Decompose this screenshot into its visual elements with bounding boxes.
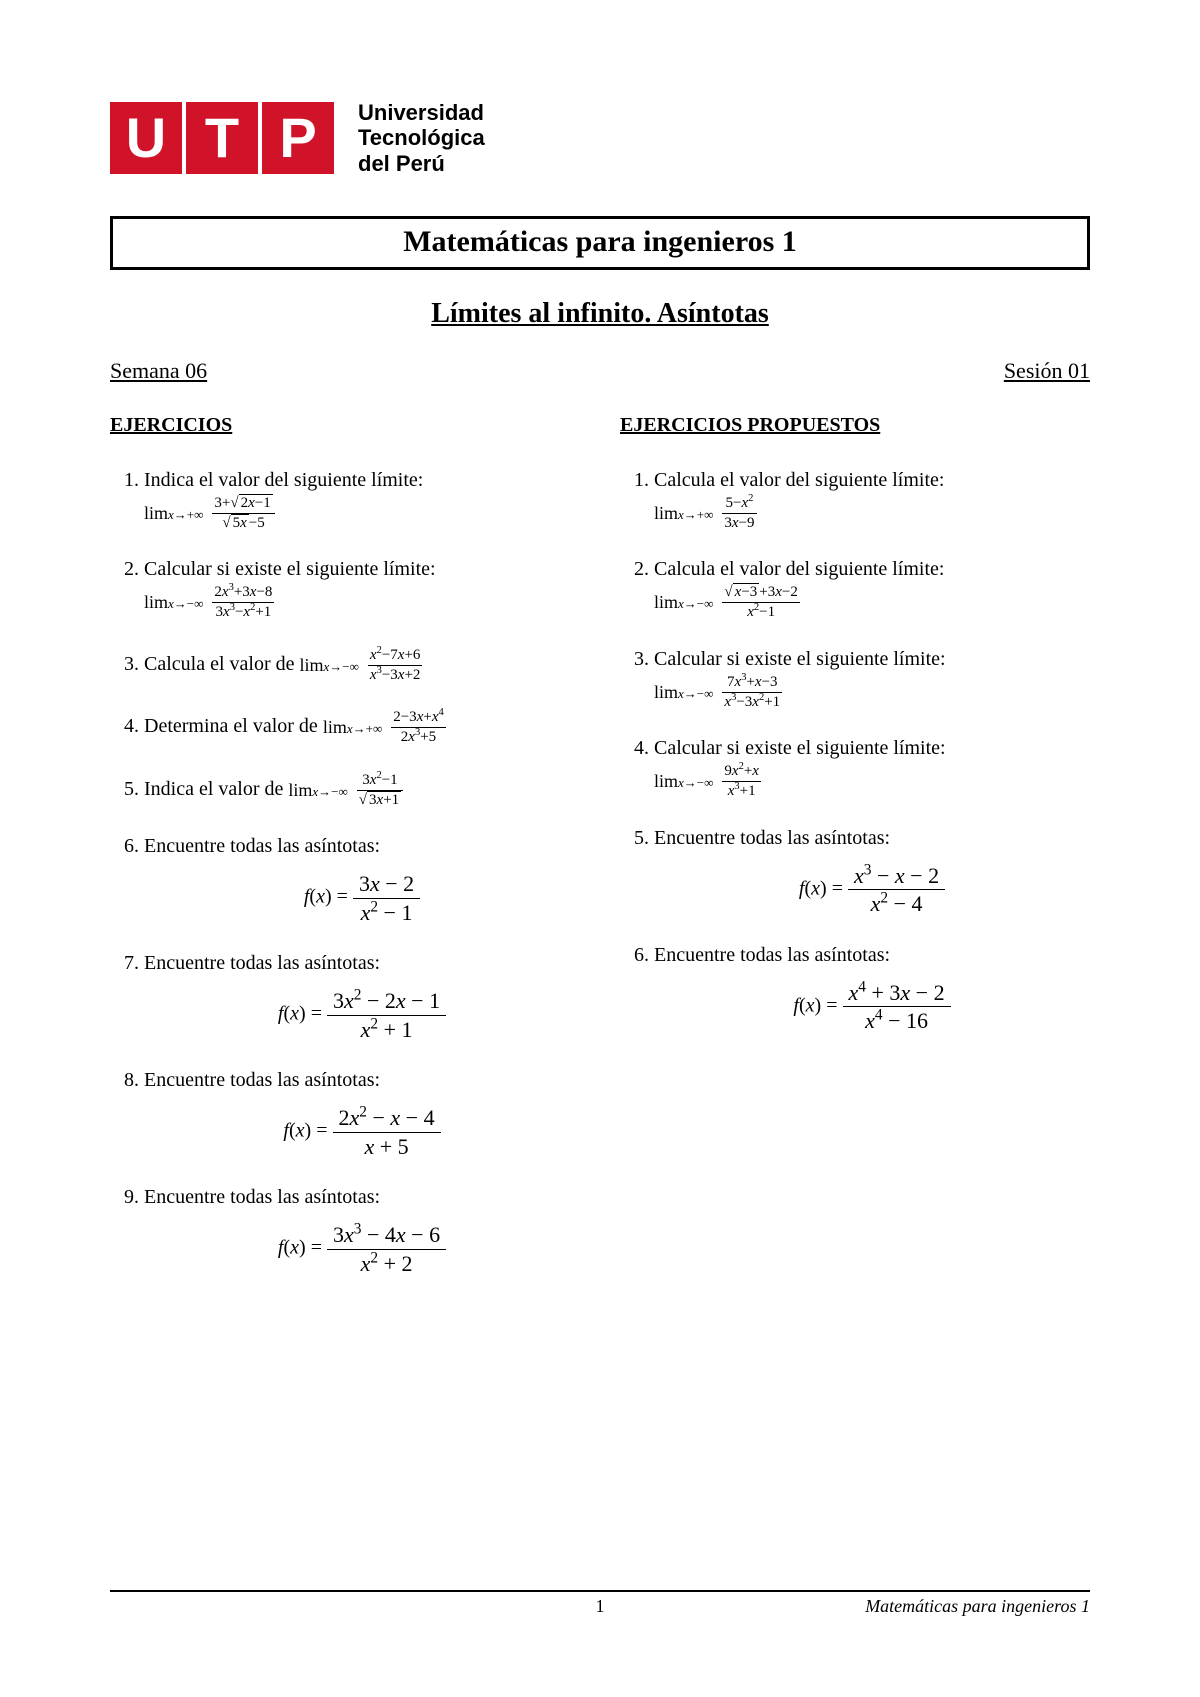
session-label: Sesión 01 bbox=[1004, 358, 1090, 384]
exercise-item: Encuentre todas las asíntotas:f(x) = x3 … bbox=[654, 825, 1090, 918]
exercise-item: Calcular si existe el siguiente límite:l… bbox=[654, 735, 1090, 801]
footer-course: Matemáticas para ingenieros 1 bbox=[865, 1596, 1090, 1617]
exercise-item: Encuentre todas las asíntotas:f(x) = 3x … bbox=[144, 833, 580, 926]
exercise-item: Determina el valor de limx→+∞ 2−3x+x42x3… bbox=[144, 708, 580, 747]
left-column: EJERCICIOS Indica el valor del siguiente… bbox=[110, 414, 580, 1302]
topic-subtitle: Límites al infinito. Asíntotas bbox=[110, 298, 1090, 330]
logo-box: U T P bbox=[110, 102, 338, 174]
page: U T P Universidad Tecnológica del Perú M… bbox=[0, 0, 1200, 1697]
logo-text-line1: Universidad bbox=[358, 100, 485, 125]
course-title: Matemáticas para ingenieros 1 bbox=[110, 216, 1090, 270]
exercise-item: Calcula el valor de limx→−∞ x2−7x+6x3−3x… bbox=[144, 646, 580, 685]
exercise-item: Encuentre todas las asíntotas:f(x) = x4 … bbox=[654, 942, 1090, 1035]
right-heading: EJERCICIOS PROPUESTOS bbox=[620, 414, 1090, 437]
week-label: Semana 06 bbox=[110, 358, 207, 384]
logo-letter-t: T bbox=[186, 102, 258, 174]
logo-letter-u: U bbox=[110, 102, 182, 174]
exercise-item: Calcula el valor del siguiente límite:li… bbox=[654, 467, 1090, 533]
right-exercise-list: Calcula el valor del siguiente límite:li… bbox=[620, 467, 1090, 1035]
right-column: EJERCICIOS PROPUESTOS Calcula el valor d… bbox=[620, 414, 1090, 1302]
page-number: 1 bbox=[596, 1596, 605, 1617]
header-logo: U T P Universidad Tecnológica del Perú bbox=[110, 100, 1090, 176]
exercise-item: Calcula el valor del siguiente límite:li… bbox=[654, 556, 1090, 622]
exercise-item: Encuentre todas las asíntotas:f(x) = 3x2… bbox=[144, 950, 580, 1043]
logo-text: Universidad Tecnológica del Perú bbox=[358, 100, 485, 176]
logo-letter-p: P bbox=[262, 102, 334, 174]
exercise-item: Calcular si existe el siguiente límite:l… bbox=[144, 556, 580, 622]
exercise-item: Encuentre todas las asíntotas:f(x) = 3x3… bbox=[144, 1184, 580, 1277]
left-heading: EJERCICIOS bbox=[110, 414, 580, 437]
content-columns: EJERCICIOS Indica el valor del siguiente… bbox=[110, 414, 1090, 1302]
logo-text-line3: del Perú bbox=[358, 151, 485, 176]
footer: 1 Matemáticas para ingenieros 1 bbox=[110, 1590, 1090, 1617]
exercise-item: Indica el valor del siguiente límite:lim… bbox=[144, 467, 580, 533]
logo-text-line2: Tecnológica bbox=[358, 125, 485, 150]
session-row: Semana 06 Sesión 01 bbox=[110, 358, 1090, 384]
exercise-item: Encuentre todas las asíntotas:f(x) = 2x2… bbox=[144, 1067, 580, 1160]
left-exercise-list: Indica el valor del siguiente límite:lim… bbox=[110, 467, 580, 1278]
exercise-item: Calcular si existe el siguiente límite:l… bbox=[654, 646, 1090, 712]
exercise-item: Indica el valor de limx→−∞ 3x2−13x+1 bbox=[144, 771, 580, 810]
